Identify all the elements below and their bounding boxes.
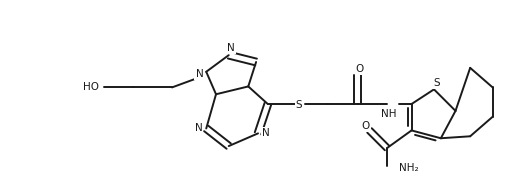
Text: NH: NH — [381, 109, 397, 119]
Text: HO: HO — [83, 82, 99, 92]
Text: O: O — [356, 64, 364, 74]
Text: O: O — [361, 121, 370, 131]
Text: N: N — [194, 124, 202, 134]
Text: N: N — [262, 128, 270, 138]
Text: S: S — [434, 78, 440, 88]
Text: NH₂: NH₂ — [399, 163, 419, 173]
Text: N: N — [196, 69, 203, 79]
Text: N: N — [227, 43, 235, 53]
Text: S: S — [296, 100, 303, 110]
